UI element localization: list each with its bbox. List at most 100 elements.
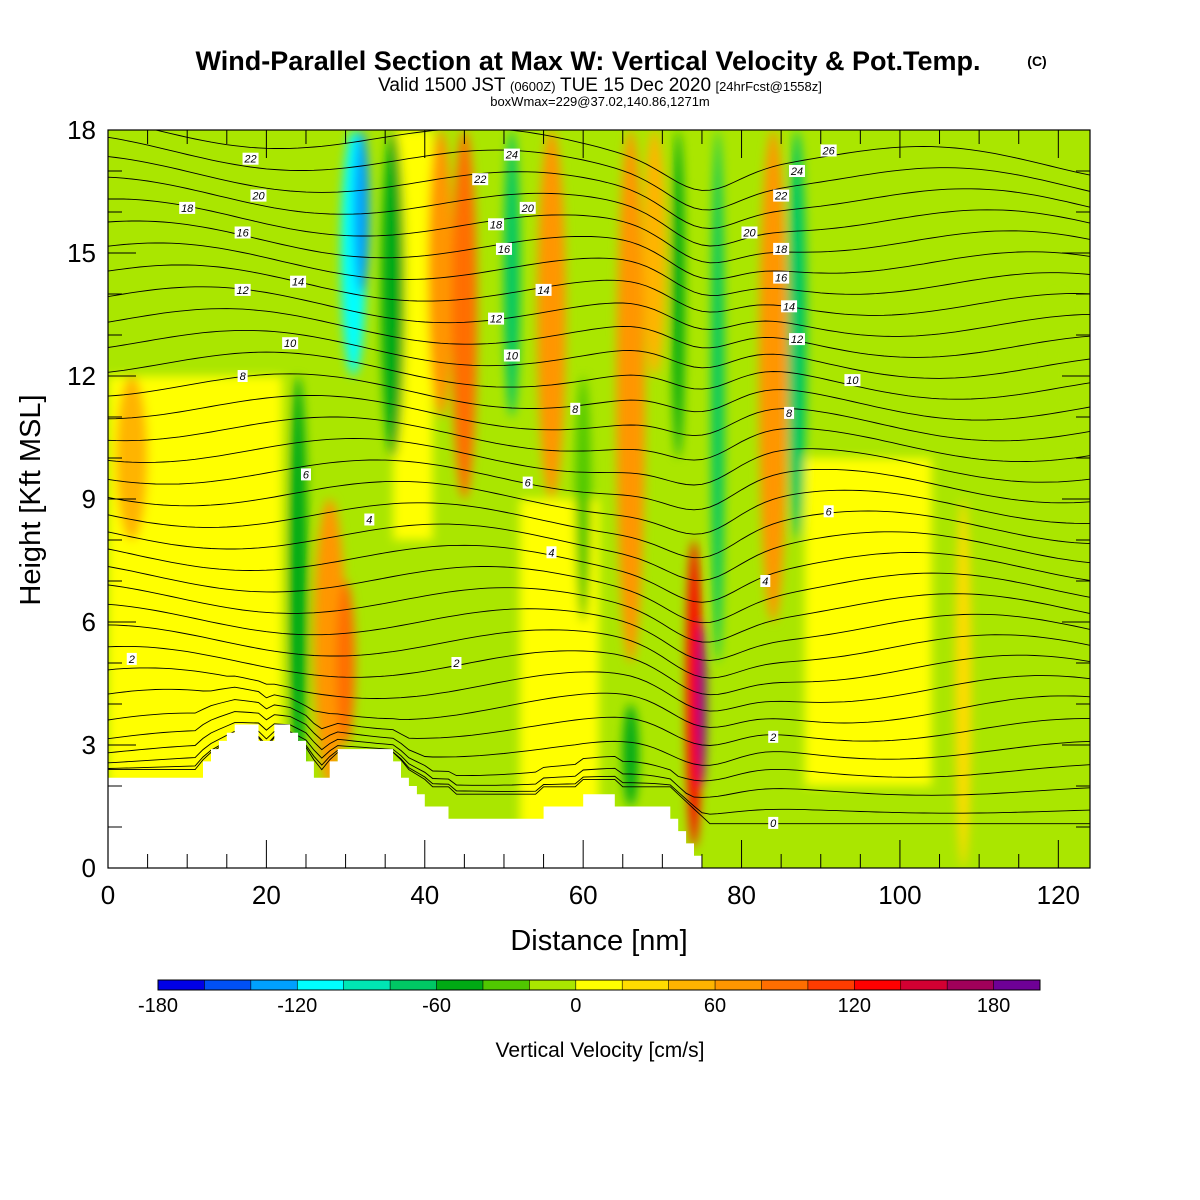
vv-feature: [758, 130, 788, 622]
contour-label-box: [503, 148, 520, 161]
potential-temperature-contours: [108, 130, 1090, 825]
contour-label-box: [844, 374, 861, 387]
isentrope-line: [108, 329, 1090, 379]
colorbar-swatch: [297, 980, 345, 990]
contour-label: 6: [300, 468, 311, 481]
isentrope-line: [108, 584, 1090, 643]
colorbar-swatch: [622, 980, 670, 990]
isentrope-line: [108, 711, 1090, 766]
isentrope-line: [108, 735, 1090, 815]
contour-label-box: [451, 657, 462, 669]
y-tick-label: 6: [82, 607, 96, 637]
contour-label-box: [773, 189, 790, 202]
contour-label: 2: [451, 657, 462, 670]
contour-label-text: 16: [498, 244, 511, 256]
contour-label: 20: [741, 226, 758, 240]
isentrope-line: [108, 198, 1090, 264]
y-tick-label: 9: [82, 484, 96, 514]
contour-label-text: 20: [521, 203, 535, 215]
contour-label-box: [546, 546, 557, 559]
colorbar-tick-label: 180: [977, 995, 1010, 1017]
colorbar-swatch: [715, 980, 762, 990]
colorbar-swatch: [482, 980, 530, 990]
contour-label: 26: [820, 144, 837, 158]
isentrope-line: [108, 730, 1090, 798]
colorbar-tick-label: -120: [277, 995, 317, 1017]
contour-label-box: [300, 468, 311, 481]
colorbar-swatch: [993, 980, 1041, 990]
contour-label: 16: [773, 271, 790, 285]
y-tick-label: 3: [82, 730, 96, 760]
contour-label: 4: [546, 546, 557, 559]
contour-label-text: 4: [762, 576, 768, 588]
isentrope-line: [108, 624, 1090, 679]
contour-label-text: 4: [366, 515, 372, 527]
contour-label-box: [570, 402, 581, 415]
isentrope-line: [108, 699, 1090, 746]
vv-feature: [1048, 294, 1068, 458]
isentrope-line: [108, 645, 1090, 696]
contour-label-box: [503, 349, 520, 362]
terrain: [108, 724, 702, 868]
contour-label-box: [768, 730, 779, 743]
contour-label-text: 12: [791, 334, 803, 346]
contour-label-text: 20: [742, 228, 756, 240]
copyright-mark: (C): [1027, 53, 1046, 69]
x-axis-label: Distance [nm]: [510, 925, 687, 957]
colorbar-swatch: [668, 980, 716, 990]
contour-label-text: 6: [525, 478, 532, 490]
y-axis-label: Height [Kft MSL]: [15, 394, 47, 605]
colorbar-tick-label: 60: [704, 995, 726, 1017]
contour-label: 20: [519, 201, 536, 215]
colorbar-swatch: [575, 980, 623, 990]
x-tick-label: 80: [727, 880, 756, 910]
vv-feature: [288, 376, 308, 786]
colorbar-tick-label: 120: [838, 995, 871, 1017]
contour-label-box: [784, 406, 795, 419]
contour-label-box: [495, 242, 512, 255]
vertical-velocity-field: [108, 130, 1068, 868]
colorbar-swatch: [854, 980, 902, 990]
isentrope-line: [108, 603, 1090, 661]
isentrope-line: [108, 722, 1090, 782]
contour-label: 20: [250, 189, 267, 203]
contour-label-box: [535, 283, 552, 296]
contour-label-box: [788, 165, 805, 177]
contour-label: 24: [503, 148, 520, 162]
contour-label-text: 10: [284, 338, 297, 350]
contour-label-box: [234, 226, 251, 239]
colorbar-swatch: [436, 980, 484, 990]
vv-feature: [451, 130, 478, 499]
contour-label-box: [788, 333, 805, 346]
contour-label-text: 14: [537, 285, 549, 297]
isentrope-line: [108, 220, 1090, 280]
colorbar-swatch: [204, 980, 252, 990]
colorbar-tick-label: 0: [570, 995, 581, 1017]
contour-label: 16: [234, 226, 251, 240]
contour-label-text: 2: [452, 658, 459, 670]
contour-label-text: 8: [240, 371, 247, 383]
vv-feature: [575, 376, 592, 622]
colorbar-tick-label: -60: [422, 995, 451, 1017]
contour-label-box: [781, 300, 798, 313]
colorbar-swatch: [900, 980, 948, 990]
vv-feature: [336, 581, 356, 745]
contour-label: 14: [290, 275, 307, 289]
vv-feature: [697, 622, 706, 786]
x-tick-label: 40: [410, 880, 439, 910]
contour-label-text: 18: [490, 219, 503, 231]
contour-label-text: 10: [506, 351, 519, 363]
contour-label: 22: [472, 173, 489, 186]
valid-time: Valid 1500 JST (0600Z) TUE 15 Dec 2020 […: [378, 75, 822, 96]
colorbar-swatch: [529, 980, 577, 990]
contour-label-text: 8: [572, 404, 579, 416]
contour-label-box: [290, 275, 307, 288]
contour-label-box: [242, 152, 259, 165]
contour-label-text: 18: [181, 203, 194, 215]
colorbar-swatch: [343, 980, 391, 990]
contour-label-text: 2: [128, 654, 135, 666]
contour-label: 18: [773, 242, 790, 256]
